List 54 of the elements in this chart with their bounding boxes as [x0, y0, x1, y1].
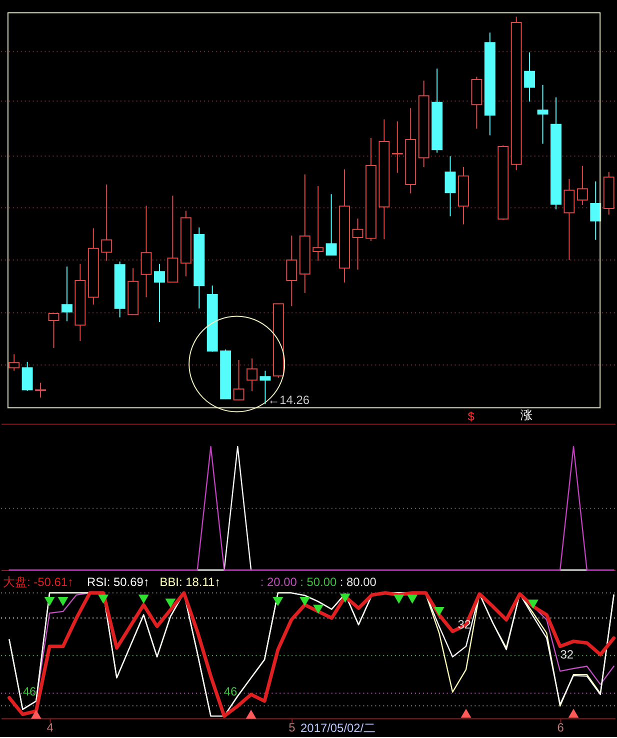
candlestick [537, 84, 548, 144]
series-label: RSI: 50.69↑ [86, 574, 150, 589]
x-tick-label: 4 [46, 720, 54, 735]
text: $ [468, 410, 475, 424]
point [272, 597, 284, 606]
point [340, 594, 350, 603]
point [138, 594, 149, 604]
point [434, 606, 444, 616]
annotation: 32 [560, 648, 574, 662]
point [300, 597, 310, 606]
candlestick [8, 354, 20, 372]
ref-line-label: : 20.00 [260, 574, 298, 589]
candlestick [233, 359, 244, 401]
candlestick [286, 235, 298, 307]
candlestick [246, 358, 258, 392]
point [58, 597, 68, 606]
annotation: ←14.26 [268, 392, 310, 407]
point [165, 598, 176, 608]
point [568, 708, 579, 718]
ref-line-label: : 50.00 [300, 574, 338, 589]
point [528, 600, 538, 609]
point [313, 604, 324, 614]
candlestick [260, 370, 271, 405]
text: 涨 [520, 408, 532, 422]
candlestick [524, 52, 536, 102]
candlestick [140, 205, 152, 298]
point [30, 710, 42, 719]
candlestick [392, 120, 403, 174]
candlestick [48, 312, 60, 348]
candlestick [352, 218, 364, 270]
candlestick [564, 178, 575, 261]
candlestick [444, 156, 456, 217]
point [407, 594, 418, 604]
annotation: 46 [224, 684, 238, 698]
point [246, 710, 256, 719]
candlestick [326, 194, 337, 256]
candlestick [590, 180, 602, 240]
candlestick [101, 184, 112, 262]
ref-line-label: : 80.00 [340, 574, 377, 589]
series-label: 大盘: -50.61↑ [2, 574, 74, 589]
point [44, 597, 55, 606]
candlestick [154, 263, 165, 322]
series-label: BBI: 18.11↑ [160, 574, 221, 589]
candlestick [576, 165, 588, 206]
point [460, 708, 472, 718]
x-tick-label: 5 [288, 720, 296, 735]
candlestick [22, 361, 33, 392]
point [394, 594, 404, 604]
annotation: 46 [22, 684, 37, 698]
text: 2017/05/02/二 [300, 721, 376, 736]
candlestick [61, 266, 72, 322]
point [98, 594, 109, 604]
candlestick [312, 186, 324, 262]
x-tick-label: 6 [557, 720, 564, 735]
